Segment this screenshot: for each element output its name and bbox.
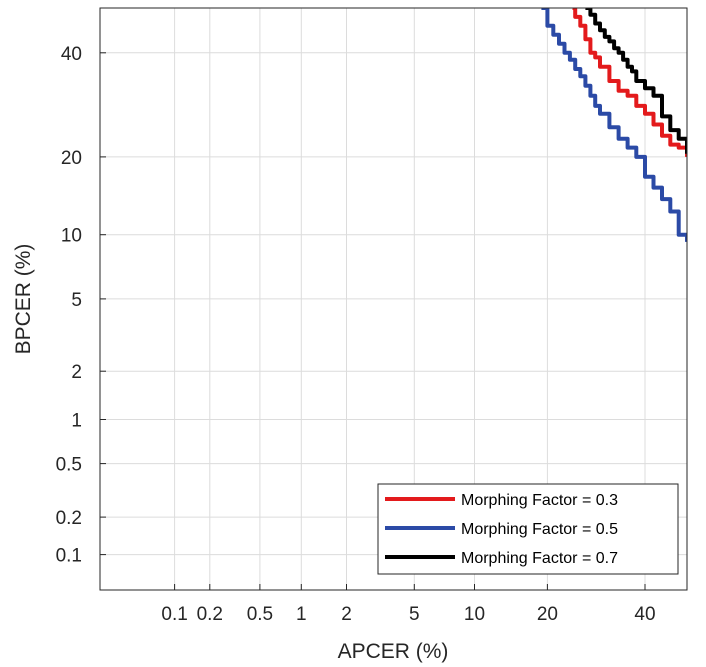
x-axis-title: APCER (%) <box>338 640 449 663</box>
series-line-1 <box>572 8 687 157</box>
x-tick-label: 0.2 <box>197 604 223 625</box>
series-lines <box>541 8 687 242</box>
y-tick-label: 2 <box>71 362 82 383</box>
x-tick-label: 0.5 <box>247 604 273 625</box>
series-line-2 <box>541 8 687 242</box>
x-tick-label: 5 <box>409 604 420 625</box>
y-tick-label: 40 <box>61 44 82 65</box>
x-tick-label: 20 <box>537 604 558 625</box>
y-tick-label: 0.5 <box>56 455 82 476</box>
legend: Morphing Factor = 0.3 Morphing Factor = 0… <box>377 483 679 575</box>
x-tick-label: 1 <box>296 604 307 625</box>
x-tick-label: 40 <box>634 604 655 625</box>
y-tick-label: 0.1 <box>56 546 82 567</box>
x-tick-label: 10 <box>464 604 485 625</box>
y-axis-title: BPCER (%) <box>12 244 35 355</box>
legend-label-2: Morphing Factor = 0.5 <box>461 521 618 538</box>
y-tick-label: 0.2 <box>56 508 82 529</box>
legend-label-1: Morphing Factor = 0.3 <box>461 492 618 509</box>
series-line-3 <box>585 8 687 154</box>
y-tick-label: 20 <box>61 148 82 169</box>
y-tick-label: 10 <box>61 226 82 247</box>
y-tick-labels: 0.1 0.2 0.5 1 2 5 10 20 40 <box>56 44 82 567</box>
x-tick-label: 0.1 <box>161 604 187 625</box>
y-tick-label: 5 <box>71 290 82 311</box>
x-tick-label: 2 <box>341 604 352 625</box>
legend-label-3: Morphing Factor = 0.7 <box>461 550 618 567</box>
x-tick-labels: 0.1 0.2 0.5 1 2 5 10 20 40 <box>161 604 655 625</box>
plot-frame <box>99 7 688 591</box>
y-tick-label: 1 <box>71 411 82 432</box>
legend-entries: Morphing Factor = 0.3 Morphing Factor = 0… <box>385 492 618 567</box>
